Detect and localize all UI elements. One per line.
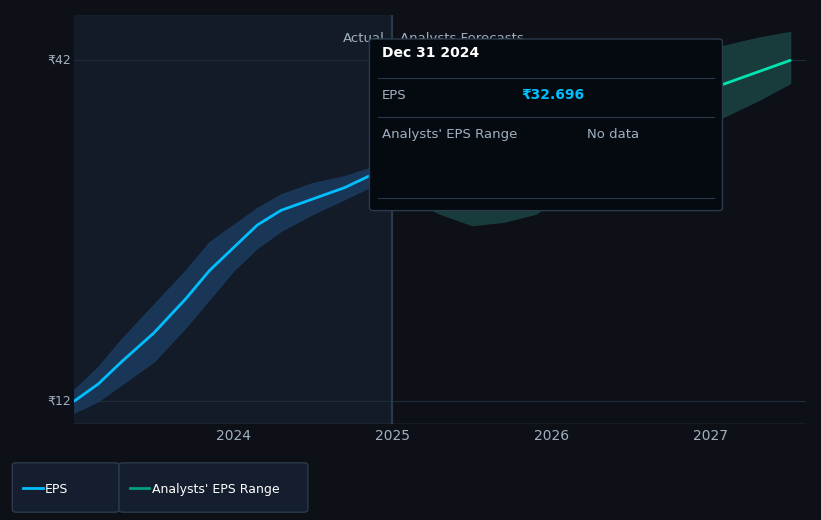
Text: Dec 31 2024: Dec 31 2024 [382,46,479,60]
Text: Analysts Forecasts: Analysts Forecasts [401,32,524,45]
Bar [75,15,392,424]
Text: ₹42: ₹42 [48,54,71,67]
Text: Analysts' EPS Range: Analysts' EPS Range [382,128,517,141]
Text: ₹32.696: ₹32.696 [521,88,585,102]
Text: Actual: Actual [342,32,384,45]
Text: ₹12: ₹12 [48,395,71,408]
Text: EPS: EPS [382,89,406,102]
Text: No data: No data [587,128,639,141]
Text: EPS: EPS [45,483,68,496]
Text: Analysts' EPS Range: Analysts' EPS Range [152,483,279,496]
